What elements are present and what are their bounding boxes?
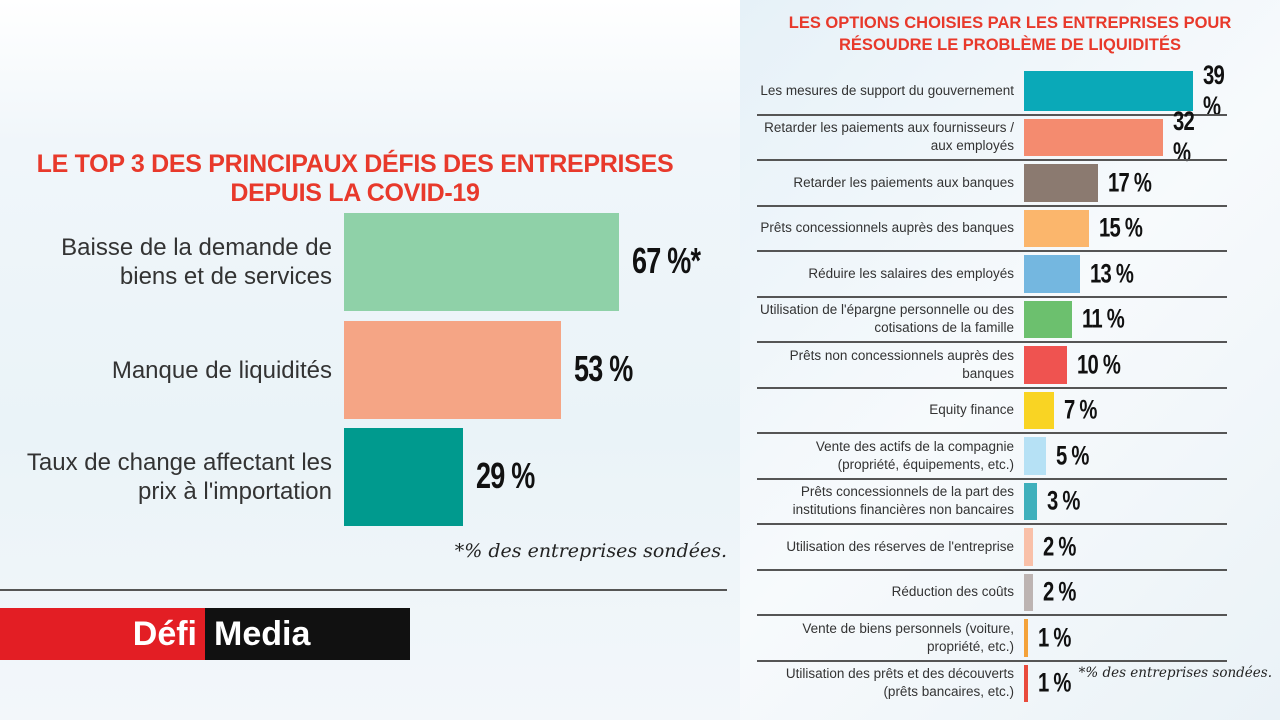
chart-row: Prêts concessionnels auprès des banques 1…: [757, 204, 1227, 251]
chart-row: Retarder les paiements aux banques 17 %: [757, 159, 1227, 205]
bar: [1024, 573, 1033, 611]
bar-label: Utilisation des réserves de l'entreprise: [786, 538, 1014, 554]
bar-label: Vente des actifs de la compagnie (propri…: [815, 438, 1014, 472]
chart-row: Réduire les salaires des employés 13 %: [757, 250, 1227, 296]
bar: [1024, 300, 1072, 338]
right-chart-title: LES OPTIONS CHOISIES PAR LES ENTREPRISES…: [788, 14, 1232, 54]
bar: [1024, 164, 1098, 202]
chart-row: Utilisation des prêts et des découverts …: [757, 659, 1227, 706]
bar-label: Prêts non concessionnels auprès des banq…: [789, 347, 1014, 381]
left-chart-title: LE TOP 3 DES PRINCIPAUX DÉFIS DES ENTREP…: [36, 150, 674, 207]
bar-value-label: 39 %: [1202, 59, 1225, 121]
chart-row: Prêts non concessionnels auprès des banq…: [757, 341, 1227, 387]
bar-label: Retarder les paiements aux fournisseurs …: [764, 120, 1014, 154]
bar-label: Equity finance: [929, 402, 1014, 418]
bar: [1024, 437, 1046, 475]
chart-row: Vente de biens personnels (voiture, prop…: [757, 614, 1227, 660]
right-chart: Les mesures de support du gouvernement 39…: [740, 60, 1280, 708]
bar: [1024, 619, 1029, 657]
bar: [1024, 118, 1163, 156]
bar-label: Prêts concessionnels auprès des banques: [760, 220, 1014, 236]
bar: [1024, 255, 1081, 293]
chart-row: Retarder les paiements aux fournisseurs …: [757, 106, 1227, 167]
bar-value-label: 2 %: [1042, 531, 1076, 562]
bar-value-label: 5 %: [1055, 440, 1089, 471]
bar: [1024, 391, 1055, 429]
left-footnote: *% des entreprises sondées.: [454, 540, 727, 562]
bar-value-label: 17 %: [1107, 167, 1152, 198]
bar-label: Manque de liquidités: [111, 356, 332, 384]
right-footnote: *% des entreprises sondées.: [1078, 665, 1272, 681]
bar: [1024, 209, 1089, 247]
chart-row: Utilisation des réserves de l'entreprise…: [757, 523, 1227, 569]
bar-value-label: 29 %: [475, 455, 535, 496]
bar-value-label: 7 %: [1064, 394, 1097, 425]
bar: [1024, 664, 1029, 702]
liquidity-options-panel: LES OPTIONS CHOISIES PAR LES ENTREPRISES…: [740, 0, 1280, 720]
chart-row: Réduction des coûts 2 %: [757, 568, 1227, 615]
defi-media-logo: Défi Media: [0, 608, 410, 660]
chart-row: Les mesures de support du gouvernement 39…: [757, 60, 1227, 121]
bar: [1024, 528, 1033, 566]
bar: [344, 321, 562, 419]
top3-challenges-panel: LE TOP 3 DES PRINCIPAUX DÉFIS DES ENTREP…: [0, 0, 740, 720]
bar-value-label: 15 %: [1098, 212, 1143, 243]
bar-value-label: 67 %*: [631, 240, 701, 281]
bar-value-label: 3 %: [1046, 485, 1080, 516]
bar-label: Réduire les salaires des employés: [808, 265, 1014, 281]
chart-row: Utilisation de l'épargne personnelle ou …: [757, 295, 1227, 342]
bar-value-label: 2 %: [1042, 576, 1076, 607]
bar: [1024, 71, 1193, 111]
bar-label: Utilisation des prêts et des découverts …: [785, 666, 1014, 700]
bar-label: Utilisation de l'épargne personnelle ou …: [760, 302, 1014, 336]
bar-label: Les mesures de support du gouvernement: [760, 82, 1014, 98]
logo-defi: Défi: [0, 608, 205, 660]
bar: [344, 213, 619, 311]
bar: [1024, 482, 1037, 520]
bar-value-label: 1 %: [1038, 622, 1071, 653]
bar: [344, 428, 463, 526]
bar-label: Vente de biens personnels (voiture, prop…: [802, 620, 1014, 654]
bar-label: Taux de change affectant les prix à l'im…: [26, 449, 332, 505]
bar-value-label: 1 %: [1038, 667, 1071, 698]
bar-value-label: 11 %: [1081, 303, 1125, 334]
chart-row: Equity finance 7 %: [757, 386, 1227, 433]
bar-value-label: 53 %: [574, 348, 633, 389]
divider: [0, 589, 727, 591]
logo-media: Media: [214, 615, 311, 653]
bar-label: Baisse de la demande de biens et de serv…: [61, 234, 332, 290]
bar-label: Prêts concessionnels de la part des inst…: [792, 484, 1014, 518]
bar-value-label: 10 %: [1077, 349, 1121, 380]
bar-label: Retarder les paiements aux banques: [793, 174, 1014, 190]
bar-value-label: 13 %: [1090, 258, 1134, 289]
bar: [1024, 346, 1068, 384]
chart-row: Vente des actifs de la compagnie (propri…: [757, 432, 1227, 478]
chart-row: Prêts concessionnels de la part des inst…: [757, 477, 1227, 524]
bar-label: Réduction des coûts: [891, 584, 1014, 600]
